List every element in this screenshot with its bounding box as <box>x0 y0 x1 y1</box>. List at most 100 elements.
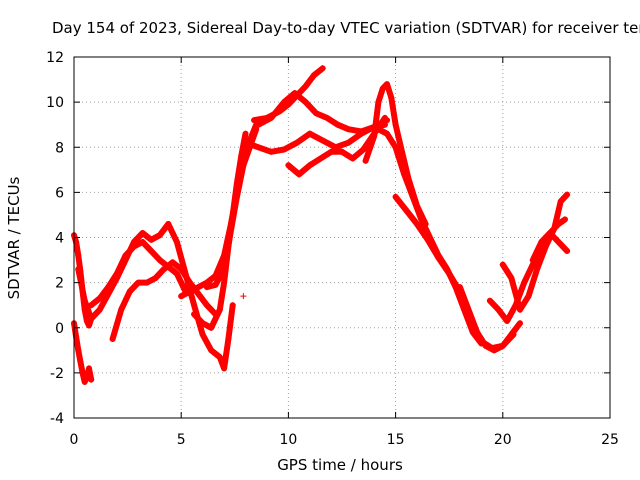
series-arc-17 <box>456 284 523 354</box>
data-point <box>122 252 129 259</box>
data-point <box>178 293 185 300</box>
data-point <box>508 275 515 282</box>
data-point <box>521 279 528 286</box>
data-point <box>349 155 356 162</box>
data-point <box>156 257 163 264</box>
data-point <box>139 229 146 236</box>
data-point <box>456 284 463 291</box>
data-point <box>233 193 240 200</box>
data-point <box>334 121 341 128</box>
series-line <box>456 284 523 354</box>
data-point <box>360 146 367 153</box>
data-point <box>564 191 571 198</box>
y-tick-label: 10 <box>46 95 64 111</box>
data-point <box>178 266 185 273</box>
data-point <box>482 342 489 349</box>
data-point <box>152 275 159 282</box>
chart-title: Day 154 of 2023, Sidereal Day-to-day VTE… <box>52 19 640 37</box>
data-point <box>435 254 442 261</box>
y-tick-label: 0 <box>55 321 64 337</box>
series-arc-20 <box>529 229 571 264</box>
data-point <box>195 284 202 291</box>
data-point <box>88 315 95 322</box>
data-point <box>323 114 330 121</box>
y-tick-label: 2 <box>55 276 64 292</box>
data-point <box>203 284 210 291</box>
data-point <box>216 306 223 313</box>
data-point <box>317 155 324 162</box>
data-point <box>291 90 298 97</box>
data-point <box>306 130 313 137</box>
series-arc-13 <box>285 114 388 178</box>
data-point <box>362 157 369 164</box>
data-point <box>268 114 275 121</box>
data-point <box>424 236 431 243</box>
series-arc-4 <box>165 220 236 372</box>
data-point <box>465 306 472 313</box>
data-point <box>148 236 155 243</box>
data-point <box>499 342 506 349</box>
series-arc-6 <box>109 259 219 343</box>
data-point <box>418 216 425 223</box>
data-point <box>495 306 502 313</box>
data-point <box>486 297 493 304</box>
data-point <box>199 331 206 338</box>
y-tick-label: -4 <box>50 411 64 427</box>
data-point <box>88 376 95 383</box>
data-point <box>446 270 453 277</box>
data-point <box>555 239 562 246</box>
data-point <box>86 365 93 372</box>
data-point <box>135 279 142 286</box>
y-axis-label: SDTVAR / TECUs <box>5 176 23 299</box>
data-point <box>242 139 249 146</box>
data-point <box>161 266 168 273</box>
data-point <box>508 331 515 338</box>
data-point <box>96 306 103 313</box>
data-point <box>143 279 150 286</box>
data-point <box>148 248 155 255</box>
data-point <box>75 266 82 273</box>
data-point <box>561 216 568 223</box>
data-point <box>379 85 386 92</box>
axis-ticks: 0 5 10 15 20 25 -4 -2 0 2 4 6 8 10 12 <box>46 50 619 448</box>
data-point <box>165 220 172 227</box>
data-point <box>546 229 553 236</box>
x-axis-label: GPS time / hours <box>277 456 403 474</box>
data-point <box>195 290 202 297</box>
data-marks <box>71 65 571 385</box>
data-point <box>203 302 210 309</box>
data-point <box>139 239 146 246</box>
data-point <box>131 243 138 250</box>
series-arc-9 <box>203 126 260 291</box>
data-point <box>375 126 382 133</box>
data-point <box>339 148 345 155</box>
data-point <box>281 146 288 153</box>
x-tick-label: 15 <box>387 432 405 448</box>
data-point <box>208 324 215 331</box>
data-point <box>474 329 481 336</box>
data-point <box>557 198 564 205</box>
data-point <box>491 347 498 354</box>
data-point <box>191 302 198 309</box>
data-point <box>79 369 86 376</box>
data-point <box>268 148 275 155</box>
data-point <box>86 322 93 329</box>
data-point <box>240 293 247 300</box>
data-point <box>221 365 228 372</box>
y-tick-label: -2 <box>50 366 64 382</box>
x-tick-label: 5 <box>177 432 186 448</box>
data-point <box>319 65 326 72</box>
data-point <box>118 306 125 313</box>
data-point <box>534 266 541 273</box>
data-point <box>516 306 523 313</box>
data-point <box>109 336 116 343</box>
data-point <box>403 207 410 214</box>
data-point <box>208 347 215 354</box>
data-point <box>542 243 549 250</box>
data-point <box>375 99 382 106</box>
data-point <box>126 288 133 295</box>
data-point <box>240 162 247 169</box>
data-point <box>516 320 523 327</box>
data-point <box>525 293 532 300</box>
